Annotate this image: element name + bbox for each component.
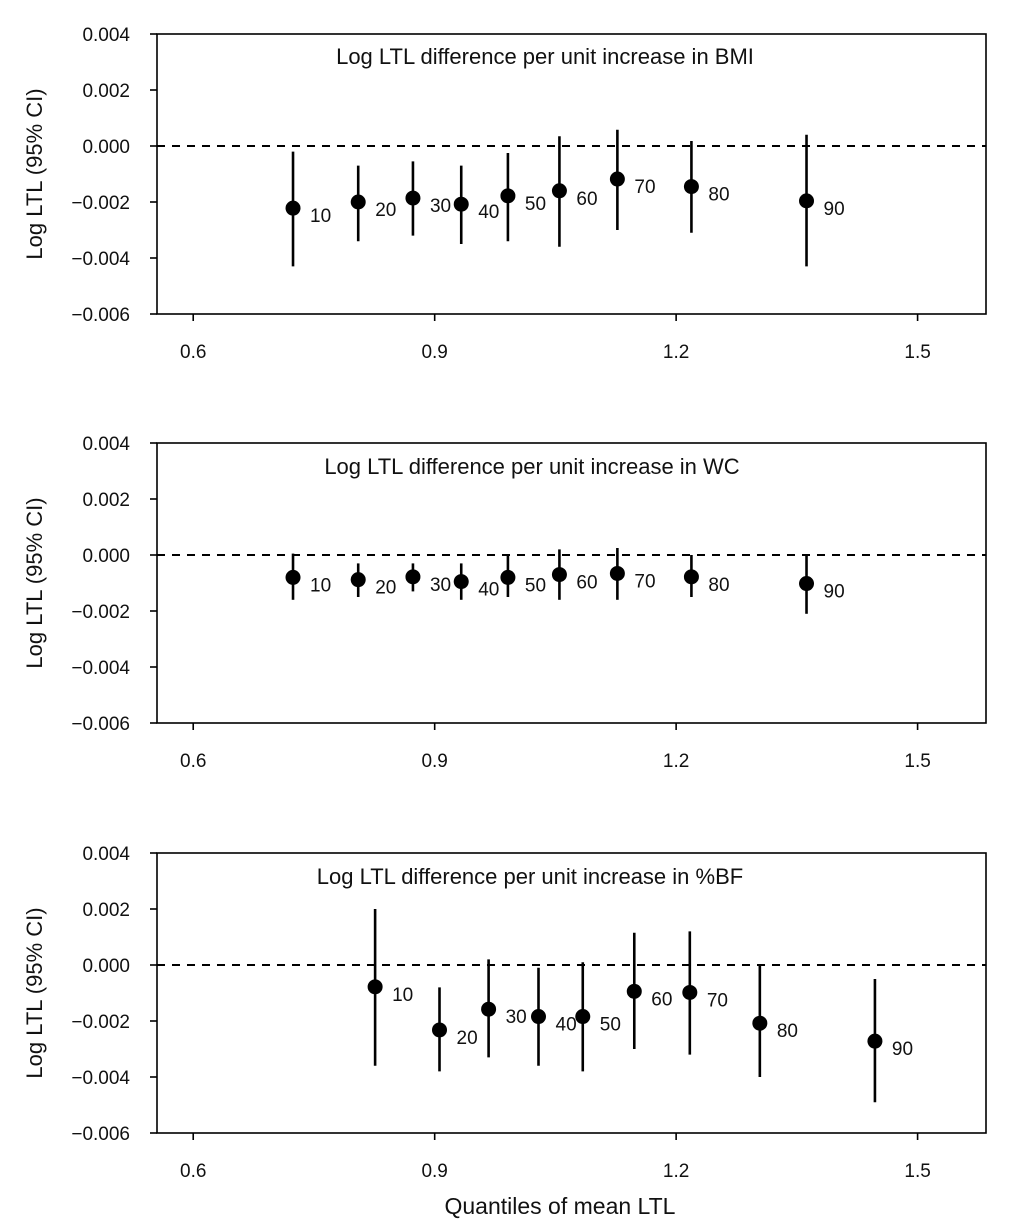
wc-panel-title: Log LTL difference per unit increase in …	[324, 454, 739, 479]
wc-point-90	[799, 576, 815, 592]
wc-point-label-60: 60	[576, 573, 597, 594]
bf-y-tick-label: −0.006	[71, 1124, 130, 1145]
bf-point-label-50: 50	[600, 1015, 621, 1036]
bf-point-80	[752, 1015, 768, 1031]
wc-point-label-80: 80	[708, 575, 729, 596]
wc-point-60	[551, 567, 567, 583]
wc-x-tick-label: 1.2	[663, 751, 689, 772]
bmi-y-tick-label: 0.002	[82, 81, 130, 102]
bmi-panel: 0.004 0.002 0.000 −0.002 −0.004 −0.006 0.6 0.9 1…	[22, 25, 987, 363]
bmi-point-label-70: 70	[634, 177, 655, 198]
wc-point-label-50: 50	[525, 575, 546, 596]
bmi-point-50	[500, 188, 516, 204]
bmi-point-label-10: 10	[310, 206, 331, 227]
bf-panel-title: Log LTL difference per unit increase in …	[317, 864, 743, 889]
wc-panel: 0.004 0.002 0.000 −0.002 −0.004 −0.006 0.6 0.9 1…	[22, 434, 987, 772]
bf-y-axis-label: Log LTL (95% CI)	[22, 907, 47, 1078]
bmi-y-tick-label: −0.002	[71, 193, 130, 214]
bf-y-tick-label: 0.004	[82, 844, 130, 865]
wc-y-tick-label: 0.002	[82, 490, 130, 511]
wc-y-tick-label: 0.004	[82, 434, 130, 455]
bmi-y-tick-label: 0.000	[82, 137, 130, 158]
bmi-point-label-50: 50	[525, 194, 546, 215]
bmi-point-70	[609, 171, 625, 187]
wc-point-80	[683, 569, 699, 585]
bf-point-label-40: 40	[556, 1015, 577, 1036]
bmi-y-tick-label: −0.004	[71, 249, 130, 270]
wc-point-70	[609, 565, 625, 581]
bmi-y-axis-label: Log LTL (95% CI)	[22, 88, 47, 259]
bmi-point-label-90: 90	[824, 199, 845, 220]
wc-x-tick-label: 1.5	[904, 751, 930, 772]
bf-point-70	[682, 984, 698, 1000]
bf-point-label-10: 10	[392, 985, 413, 1006]
wc-point-20	[350, 572, 366, 588]
bmi-point-60	[551, 183, 567, 199]
bf-x-tick-label: 0.9	[421, 1161, 447, 1182]
wc-y-tick-label: 0.000	[82, 546, 130, 567]
bf-point-50	[575, 1009, 591, 1025]
bf-point-label-20: 20	[457, 1028, 478, 1049]
wc-point-label-10: 10	[310, 575, 331, 596]
bf-point-label-60: 60	[651, 989, 672, 1010]
bmi-panel-title: Log LTL difference per unit increase in …	[336, 44, 754, 69]
wc-y-tick-label: −0.006	[71, 714, 130, 735]
bmi-x-tick-label: 1.2	[663, 342, 689, 363]
bmi-point-label-30: 30	[430, 196, 451, 217]
wc-plot-frame	[156, 442, 987, 724]
bf-point-20	[432, 1022, 448, 1038]
wc-point-label-30: 30	[430, 575, 451, 596]
bf-point-label-90: 90	[892, 1039, 913, 1060]
bmi-point-40	[453, 196, 469, 212]
wc-point-50	[500, 569, 516, 585]
wc-point-40	[453, 574, 469, 590]
bf-y-tick-label: −0.004	[71, 1068, 130, 1089]
wc-point-label-20: 20	[375, 578, 396, 599]
wc-point-label-90: 90	[824, 582, 845, 603]
bmi-point-20	[350, 194, 366, 210]
bmi-point-90	[799, 193, 815, 209]
bf-point-30	[481, 1001, 497, 1017]
wc-y-axis-label: Log LTL (95% CI)	[22, 497, 47, 668]
bmi-point-label-40: 40	[478, 202, 499, 223]
bf-x-tick-label: 1.5	[904, 1161, 930, 1182]
wc-x-tick-label: 0.9	[421, 751, 447, 772]
wc-point-10	[285, 569, 301, 585]
bmi-point-label-80: 80	[708, 185, 729, 206]
bf-y-tick-label: 0.002	[82, 900, 130, 921]
bmi-plot-frame	[156, 33, 987, 315]
bf-point-40	[531, 1009, 547, 1025]
wc-point-30	[405, 569, 421, 585]
bmi-point-label-60: 60	[576, 189, 597, 210]
bmi-point-10	[285, 200, 301, 216]
bmi-point-80	[683, 179, 699, 195]
bmi-y-tick-label: 0.004	[82, 25, 130, 46]
bf-point-label-80: 80	[777, 1021, 798, 1042]
bmi-y-tick-label: −0.006	[71, 305, 130, 326]
bf-point-60	[626, 983, 642, 999]
wc-y-tick-label: −0.004	[71, 658, 130, 679]
bf-x-tick-label: 0.6	[180, 1161, 206, 1182]
x-axis-label: Quantiles of mean LTL	[445, 1193, 676, 1219]
bf-point-10	[367, 979, 383, 995]
bf-point-label-30: 30	[506, 1007, 527, 1028]
bf-y-tick-label: −0.002	[71, 1012, 130, 1033]
bmi-x-tick-label: 0.6	[180, 342, 206, 363]
bf-y-tick-label: 0.000	[82, 956, 130, 977]
wc-x-tick-label: 0.6	[180, 751, 206, 772]
bmi-point-30	[405, 190, 421, 206]
wc-point-label-70: 70	[634, 571, 655, 592]
wc-point-label-40: 40	[478, 580, 499, 601]
bf-panel: 0.004 0.002 0.000 −0.002 −0.004 −0.006 0.6 0.9 1…	[22, 844, 987, 1182]
bmi-x-tick-label: 1.5	[904, 342, 930, 363]
bf-x-tick-label: 1.2	[663, 1161, 689, 1182]
bmi-point-label-20: 20	[375, 200, 396, 221]
wc-y-tick-label: −0.002	[71, 602, 130, 623]
bf-point-label-70: 70	[707, 990, 728, 1011]
bf-point-90	[867, 1033, 883, 1049]
bmi-x-tick-label: 0.9	[421, 342, 447, 363]
bf-plot-frame	[156, 852, 987, 1134]
